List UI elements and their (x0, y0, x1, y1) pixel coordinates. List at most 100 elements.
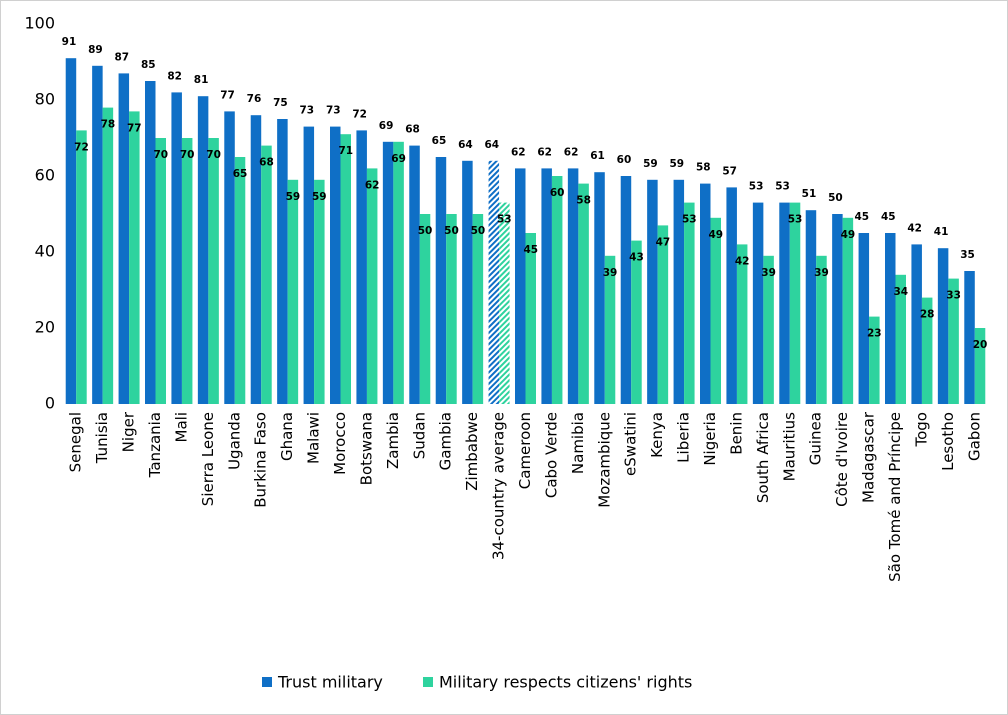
value-label: 72 (74, 141, 89, 153)
bar (224, 111, 235, 405)
value-label: 33 (946, 290, 961, 302)
bar (684, 202, 695, 404)
value-label: 59 (312, 191, 327, 203)
legend-label: Trust military (277, 673, 383, 692)
bar (181, 138, 193, 404)
bar (858, 233, 870, 404)
value-label: 60 (550, 187, 565, 199)
value-label: 58 (576, 195, 591, 207)
value-label: 77 (220, 89, 235, 101)
bar (885, 233, 896, 404)
x-tick-label: Ghana (278, 412, 296, 461)
x-tick-label: Namibia (569, 412, 587, 474)
value-label: 68 (259, 157, 274, 169)
bar (287, 179, 299, 404)
bar (76, 130, 87, 404)
y-tick-label: 40 (35, 242, 55, 261)
bar (515, 168, 526, 404)
value-label: 62 (564, 146, 579, 158)
x-tick-label: Botswana (357, 412, 375, 485)
value-label: 53 (497, 214, 512, 226)
value-label: 64 (485, 139, 500, 151)
x-tick-label: eSwatini (622, 412, 640, 476)
value-label: 85 (141, 59, 156, 71)
value-label: 47 (656, 236, 671, 248)
value-label: 50 (444, 225, 459, 237)
bar (789, 202, 801, 404)
x-tick-label: Niger (120, 411, 138, 452)
value-label: 77 (127, 122, 142, 134)
bar (869, 316, 880, 404)
value-label: 59 (643, 158, 658, 170)
value-label: 62 (511, 146, 526, 158)
x-tick-label: Gambia (437, 412, 455, 470)
value-label: 73 (300, 105, 315, 117)
bar (250, 115, 262, 404)
bar (631, 240, 642, 404)
x-tick-label: Zambia (384, 412, 402, 469)
bar (303, 126, 315, 404)
value-label: 20 (973, 339, 988, 351)
x-tick-label: Mauritius (780, 412, 798, 482)
x-tick-label: Togo (912, 412, 930, 448)
bar (779, 202, 790, 404)
x-tick-label: Zimbabwe (463, 412, 481, 491)
x-tick-label: Nigeria (701, 412, 719, 466)
bar (895, 274, 906, 404)
x-tick-label: Tanzania (146, 412, 164, 478)
value-label: 61 (590, 150, 605, 162)
bar (366, 168, 378, 404)
value-label: 53 (682, 214, 697, 226)
bar (937, 248, 949, 404)
x-tick-label: Kenya (648, 412, 666, 458)
x-tick-label: Cabo Verde (542, 412, 560, 498)
x-tick-label: Mozambique (595, 412, 613, 508)
bar (462, 160, 473, 404)
value-label: 39 (761, 267, 776, 279)
bar (92, 65, 103, 405)
legend-label: Military respects citizens' rights (439, 673, 692, 692)
bar (208, 138, 219, 404)
bar (736, 244, 748, 404)
value-label: 72 (352, 108, 367, 120)
x-tick-label: Madagascar (860, 411, 878, 503)
bar (393, 141, 404, 405)
bar (197, 96, 209, 404)
x-tick-label: Cameroon (516, 412, 534, 489)
bar (234, 157, 246, 404)
bar (314, 179, 325, 404)
bar (525, 233, 536, 404)
bar (435, 157, 447, 404)
value-label: 42 (907, 222, 922, 234)
bar (330, 126, 341, 404)
value-label: 49 (841, 229, 856, 241)
value-label: 69 (379, 120, 394, 132)
bar (700, 183, 711, 404)
x-tick-label: São Tomé and Príncipe (886, 412, 904, 582)
value-label: 49 (708, 229, 723, 241)
value-label: 45 (855, 211, 870, 223)
bar (118, 73, 130, 405)
value-label: 59 (286, 191, 301, 203)
value-label: 35 (960, 249, 975, 261)
x-tick-label: Senegal (67, 412, 85, 472)
bar (541, 168, 552, 404)
value-label: 51 (802, 188, 817, 200)
value-label: 70 (206, 149, 221, 161)
x-tick-label: Tunisia (93, 412, 111, 464)
bar (446, 214, 457, 404)
value-label: 43 (629, 252, 644, 264)
bar (948, 278, 959, 404)
bar (974, 328, 986, 404)
bar (842, 217, 854, 404)
x-tick-label: Guinea (807, 412, 825, 465)
value-label: 87 (115, 51, 130, 63)
value-label: 62 (365, 179, 380, 191)
value-label: 58 (696, 162, 711, 174)
bar (647, 179, 658, 404)
value-label: 69 (391, 153, 406, 165)
bar (911, 244, 922, 404)
x-tick-label: Sierra Leone (199, 412, 217, 506)
x-tick-label: Malawi (305, 412, 323, 464)
